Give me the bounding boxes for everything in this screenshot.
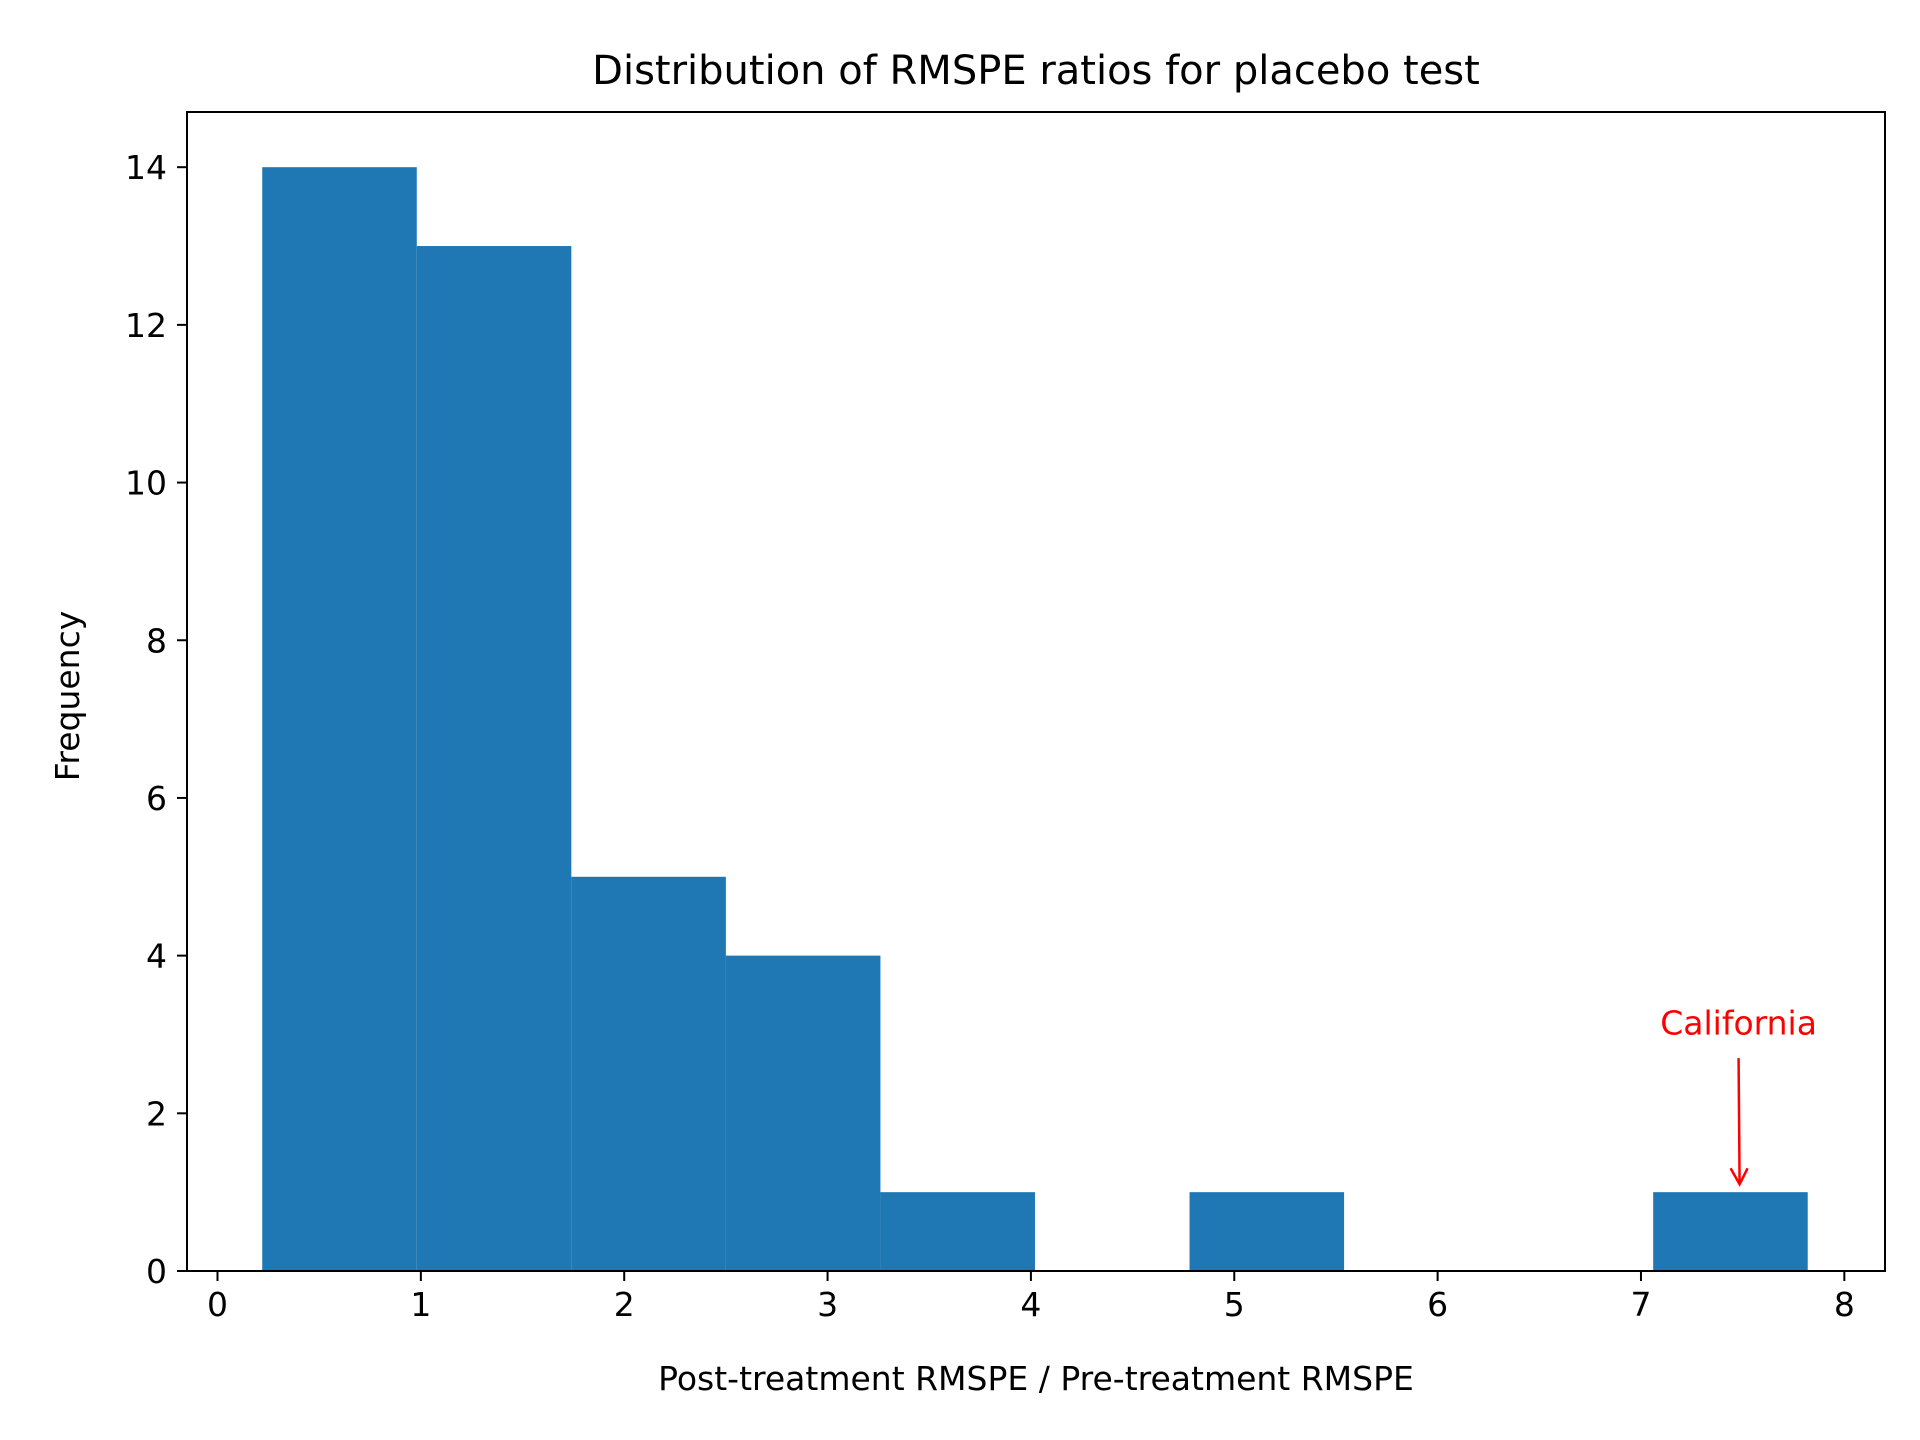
y-tick-label: 2 — [146, 1094, 167, 1133]
histogram-bar-2 — [571, 876, 726, 1271]
x-tick-label: 6 — [1427, 1285, 1448, 1324]
x-tick-label: 0 — [207, 1285, 228, 1324]
histogram-bars — [262, 167, 1808, 1272]
y-axis-label: Frequency — [48, 611, 87, 781]
x-axis-ticks: 0 1 2 3 4 5 6 7 8 — [207, 1271, 1855, 1324]
plot-frame — [186, 111, 1886, 1272]
y-tick-label: 14 — [125, 148, 167, 187]
histogram-bar-6 — [1189, 1192, 1345, 1271]
y-tick-label: 10 — [125, 464, 167, 503]
x-tick-label: 4 — [1020, 1285, 1041, 1324]
annotation-arrow-head — [1729, 1167, 1749, 1187]
x-axis-label: Post-treatment RMSPE / Pre-treatment RMS… — [658, 1359, 1414, 1398]
histogram-bar-9 — [1653, 1192, 1808, 1271]
x-tick-label: 5 — [1224, 1285, 1245, 1324]
y-tick-label: 8 — [146, 621, 167, 660]
y-tick-label: 6 — [146, 779, 167, 818]
histogram-bar-0 — [262, 167, 417, 1272]
chart-title: Distribution of RMSPE ratios for placebo… — [592, 48, 1480, 94]
x-tick-label: 7 — [1630, 1285, 1651, 1324]
histogram-bar-4 — [880, 1192, 1035, 1271]
y-tick-label: 4 — [146, 937, 167, 976]
histogram-bar-3 — [725, 955, 881, 1271]
x-tick-label: 1 — [410, 1285, 431, 1324]
y-tick-label: 12 — [125, 306, 167, 345]
y-tick-label: 0 — [146, 1252, 167, 1291]
x-tick-label: 2 — [614, 1285, 635, 1324]
california-annotation: California — [1660, 1003, 1817, 1187]
x-tick-label: 8 — [1834, 1285, 1855, 1324]
y-axis-ticks: 0 2 4 6 8 10 12 14 — [125, 148, 187, 1291]
histogram-bar-1 — [416, 246, 572, 1271]
annotation-arrow-shaft — [1737, 1058, 1741, 1183]
x-tick-label: 3 — [817, 1285, 838, 1324]
annotation-label: California — [1660, 1003, 1817, 1042]
